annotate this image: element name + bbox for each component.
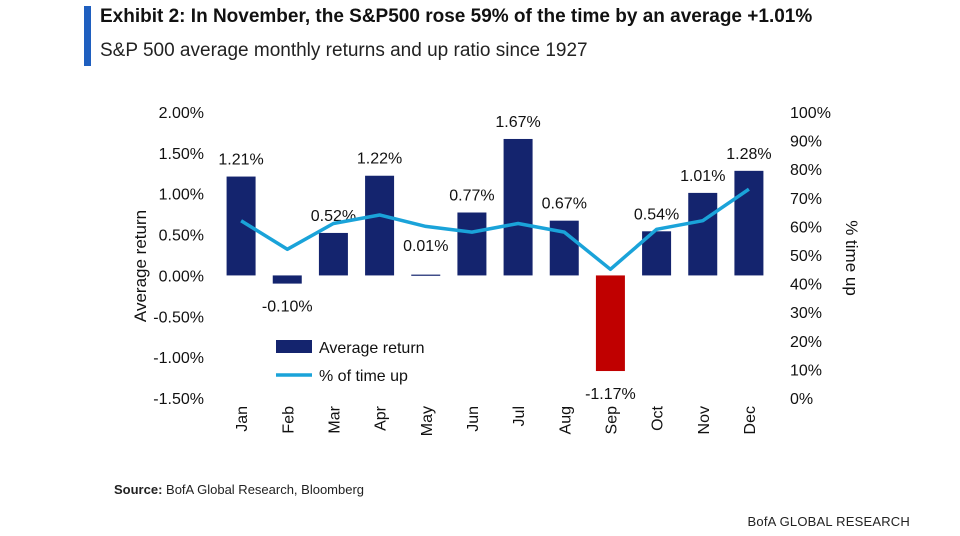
data-label-oct: 0.54%	[634, 206, 679, 223]
right-axis: 100% 90% 80% 70% 60% 50% 40% 30% 20% 10% 0%	[790, 105, 831, 408]
bar-data-labels: 1.21%-0.10%0.52%1.22%0.01%0.77%1.67%0.67…	[218, 114, 771, 403]
legend-label-average-return: Average return	[319, 340, 425, 357]
bar-dec	[734, 170, 764, 276]
right-tick-label: 50%	[790, 248, 822, 265]
left-tick-label: 1.00%	[159, 187, 204, 204]
data-label-may: 0.01%	[403, 238, 448, 255]
x-tick-label-jan: Jan	[234, 406, 251, 432]
left-tick-label: -1.00%	[153, 350, 204, 367]
right-tick-label: 20%	[790, 334, 822, 351]
right-tick-label: 70%	[790, 191, 822, 208]
page-title: Exhibit 2: In November, the S&P500 rose …	[100, 6, 813, 27]
x-tick-label-feb: Feb	[280, 406, 297, 434]
bar-sep	[595, 275, 625, 372]
bar-may	[411, 274, 441, 276]
bar-series	[226, 138, 764, 372]
right-tick-label: 80%	[790, 162, 822, 179]
brand-footer: BofA GLOBAL RESEARCH	[747, 514, 910, 529]
bar-jun	[457, 212, 487, 276]
right-tick-label: 100%	[790, 105, 831, 122]
left-axis-title: Average return	[131, 210, 150, 322]
x-tick-label-aug: Aug	[557, 406, 574, 434]
right-tick-label: 40%	[790, 277, 822, 294]
x-tick-label-jun: Jun	[465, 406, 482, 432]
left-tick-label: 0.50%	[159, 228, 204, 245]
data-label-jul: 1.67%	[495, 114, 540, 131]
legend-swatch-average-return	[276, 340, 312, 353]
left-axis: 2.00% 1.50% 1.00% 0.50% 0.00% -0.50% -1.00% -1.…	[153, 105, 204, 408]
pct-time-up-line	[240, 187, 750, 272]
x-tick-label-apr: Apr	[373, 405, 390, 431]
source-note: Source: BofA Global Research, Bloomberg	[114, 482, 364, 497]
data-label-dec: 1.28%	[726, 146, 771, 163]
right-tick-label: 60%	[790, 219, 822, 236]
right-tick-label: 10%	[790, 362, 822, 379]
data-label-aug: 0.67%	[542, 196, 587, 213]
x-tick-label-nov: Nov	[696, 406, 713, 434]
right-tick-label: 90%	[790, 134, 822, 151]
page-subtitle: S&P 500 average monthly returns and up r…	[100, 40, 588, 61]
right-tick-label: 0%	[790, 391, 813, 408]
title-accent-bar	[84, 6, 91, 66]
left-tick-label: -0.50%	[153, 309, 204, 326]
right-axis-title: % time up	[842, 220, 861, 296]
legend-label-pct-time-up: % of time up	[319, 368, 408, 385]
bar-mar	[318, 232, 348, 276]
left-tick-label: 0.00%	[159, 268, 204, 285]
data-label-feb: -0.10%	[262, 299, 313, 316]
right-tick-label: 30%	[790, 305, 822, 322]
bar-feb	[272, 275, 302, 284]
bar-jul	[503, 138, 533, 276]
bar-apr	[365, 175, 395, 276]
x-tick-label-mar: Mar	[326, 405, 343, 433]
data-label-jun: 0.77%	[449, 188, 494, 205]
x-tick-label-may: May	[419, 406, 436, 436]
x-tick-label-jul: Jul	[511, 406, 528, 426]
legend: Average return % of time up	[276, 340, 425, 385]
x-tick-label-oct: Oct	[650, 405, 667, 430]
x-axis: Jan Feb Mar Apr May Jun Jul Aug Sep Oct Nov Dec	[234, 405, 759, 436]
bar-nov	[688, 192, 718, 276]
left-tick-label: 1.50%	[159, 146, 204, 163]
left-tick-label: 2.00%	[159, 105, 204, 122]
data-label-nov: 1.01%	[680, 168, 725, 185]
data-label-apr: 1.22%	[357, 151, 402, 168]
source-label: Source:	[114, 482, 163, 497]
x-tick-label-dec: Dec	[742, 406, 759, 434]
source-text: BofA Global Research, Bloomberg	[166, 482, 365, 497]
x-tick-label-sep: Sep	[603, 406, 620, 435]
left-tick-label: -1.50%	[153, 391, 204, 408]
data-label-jan: 1.21%	[218, 152, 263, 169]
data-label-sep: -1.17%	[585, 386, 636, 403]
